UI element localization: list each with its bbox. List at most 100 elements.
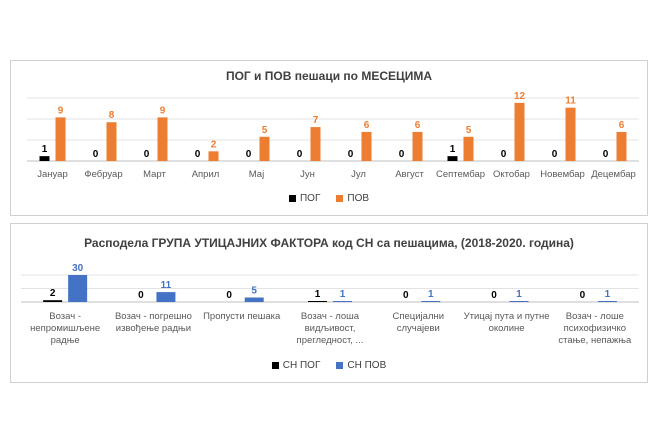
legend-item-pov: ПОВ [336, 193, 369, 204]
data-label: 0 [348, 149, 354, 160]
chart-title: ПОГ и ПОВ пешаци по МЕСЕЦИМА [225, 69, 433, 83]
category-label: Специјални [393, 311, 445, 322]
chart-title: Расподела ГРУПА УТИЦАЈНИХ ФАКТОРА код СН… [84, 236, 574, 250]
bar [157, 117, 168, 161]
data-label: 5 [251, 286, 257, 297]
data-label: 1 [450, 144, 456, 155]
data-label: 2 [211, 139, 217, 150]
legend-label-pov: ПОВ [347, 193, 370, 204]
data-label: 0 [491, 290, 497, 301]
data-label: 0 [399, 149, 405, 160]
bar [39, 156, 50, 161]
data-label: 2 [50, 288, 56, 299]
category-label: Возач - [49, 311, 81, 322]
data-label: 1 [428, 289, 434, 300]
data-label: 0 [501, 149, 507, 160]
bar [43, 300, 63, 302]
bar [616, 131, 627, 161]
data-label: 1 [340, 289, 346, 300]
category-label: Април [192, 169, 220, 180]
data-label: 6 [619, 120, 625, 131]
legend-item-pog: ПОГ [288, 193, 321, 204]
category-label: непромишљене [30, 323, 100, 334]
bar [333, 301, 352, 302]
legend-label-sn-pov: СН ПОВ [347, 360, 387, 371]
category-label: видљивост, [305, 323, 356, 334]
factors-chart-panel: Расподела ГРУПА УТИЦАЈНИХ ФАКТОРА код СН… [10, 223, 648, 383]
bar [156, 292, 176, 302]
legend-swatch-sn-pov [336, 362, 344, 369]
bar [308, 301, 327, 302]
data-label: 1 [605, 289, 611, 300]
bar [106, 122, 117, 161]
category-label: прегледност, ... [297, 335, 364, 346]
category-label: Фебруар [84, 169, 122, 180]
legend-swatch-sn-pog [271, 362, 279, 369]
legend-swatch-pov [336, 195, 344, 202]
bar [412, 131, 423, 161]
bar [565, 107, 576, 161]
category-label: околине [489, 323, 525, 334]
data-label: 0 [93, 149, 99, 160]
bar [208, 151, 219, 161]
bar [361, 131, 372, 161]
category-label: Пропусти пешака [203, 311, 281, 322]
data-label: 11 [565, 96, 576, 107]
data-label: 6 [415, 120, 421, 131]
bar [447, 156, 458, 161]
category-label: Возач - лоше [566, 311, 624, 322]
bar [597, 301, 617, 302]
chart-legend: ПОГ ПОВ [11, 193, 647, 204]
category-label: Новембар [540, 169, 585, 180]
data-label: 1 [315, 289, 321, 300]
data-label: 0 [297, 149, 303, 160]
bar [463, 136, 474, 161]
category-label: Возач - погрешно [115, 311, 192, 322]
category-label: Децембар [591, 169, 636, 180]
data-label: 30 [72, 263, 84, 274]
bar [68, 275, 88, 302]
bar [310, 127, 321, 161]
category-label: Јун [300, 169, 315, 180]
bar [259, 136, 270, 161]
category-label: Септембар [436, 169, 485, 180]
monthly-chart-panel: ПОГ и ПОВ пешаци по МЕСЕЦИМА 1 9 Јануар 0 8 Ф… [10, 60, 648, 216]
data-label: 12 [514, 91, 526, 102]
data-label: 0 [195, 149, 201, 160]
legend-swatch-pog [288, 195, 296, 202]
monthly-chart-plot: 19Јануар08Фебруар09Март02Април05Мај07Јун… [27, 91, 639, 180]
category-label: Утицај пута и путне [464, 311, 550, 322]
data-label: 1 [516, 289, 522, 300]
data-label: 0 [246, 149, 252, 160]
bar [244, 297, 264, 302]
data-label: 0 [580, 290, 586, 301]
chart-legend: СН ПОГ СН ПОВ [11, 360, 647, 371]
legend-item-sn-pog: СН ПОГ [271, 360, 321, 371]
data-label: 0 [138, 290, 144, 301]
category-label: психофизичко [564, 323, 626, 334]
legend-label-sn-pog: СН ПОГ [282, 360, 321, 371]
data-label: 5 [262, 125, 268, 136]
legend-label-pog: ПОГ [299, 193, 321, 204]
legend-item-sn-pov: СН ПОВ [336, 360, 386, 371]
category-label: Јул [351, 169, 366, 180]
category-label: Возач - лоша [301, 311, 360, 322]
data-label: 9 [58, 105, 64, 116]
category-label: стање, непажња [558, 335, 632, 346]
data-label: 0 [144, 149, 150, 160]
category-label: Август [395, 169, 424, 180]
data-label: 9 [160, 105, 166, 116]
category-label: Март [143, 169, 166, 180]
data-label: 0 [552, 149, 558, 160]
category-label: радње [51, 335, 80, 346]
data-label: 1 [42, 144, 48, 155]
category-label: Јануар [37, 169, 68, 180]
category-label: Мај [249, 169, 264, 180]
data-label: 8 [109, 110, 115, 121]
data-label: 5 [466, 125, 472, 136]
bar [55, 117, 66, 161]
bar [509, 301, 529, 302]
category-label: случајеви [397, 323, 440, 334]
bar [421, 301, 441, 302]
